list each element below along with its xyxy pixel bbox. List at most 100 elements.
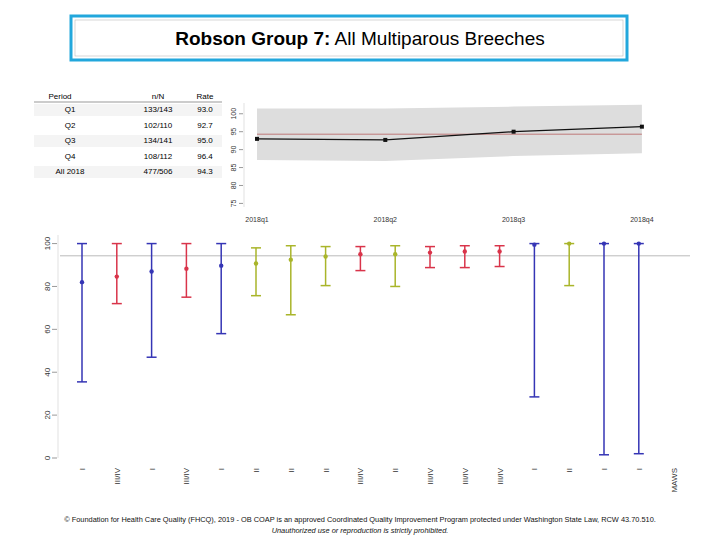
error-bar — [499, 246, 501, 267]
y-axis — [244, 103, 245, 207]
table-cell: 133/143 — [144, 105, 173, 114]
error-cap-high — [112, 243, 122, 245]
y-tick-label: 75 — [230, 199, 237, 207]
table-stripe — [34, 135, 222, 147]
title-rest: All Multiparous Breeches — [330, 28, 544, 49]
error-bar — [429, 247, 431, 268]
error-cap-low — [390, 286, 400, 288]
x-tick-label: II — [287, 468, 296, 472]
error-cap-high — [321, 246, 331, 248]
point — [463, 249, 467, 253]
point — [428, 250, 432, 254]
y-tick-label: 100 — [230, 108, 237, 120]
x-tick-label: I — [530, 468, 539, 470]
point — [184, 266, 188, 270]
table-cell: 102/110 — [144, 121, 173, 130]
x-tick-label: III/IV — [461, 467, 470, 484]
error-cap-low — [216, 333, 226, 335]
error-cap-low — [147, 356, 157, 358]
error-bar — [255, 248, 257, 296]
error-bar — [325, 247, 327, 286]
error-cap-low — [634, 453, 644, 455]
error-bar — [116, 244, 118, 304]
error-bar — [360, 247, 362, 271]
error-bar — [603, 244, 605, 455]
error-cap-low — [564, 285, 574, 287]
x-tick-label: 2018q2 — [374, 216, 397, 224]
y-tick — [52, 458, 57, 459]
table-cell: 93.0 — [197, 105, 213, 114]
point — [532, 242, 536, 246]
error-cap-low — [251, 295, 261, 297]
slide: Robson Group 7: All Multiparous Breeches… — [0, 0, 720, 540]
point — [393, 252, 397, 256]
trend-point — [255, 137, 259, 141]
table-cell: 96.4 — [197, 152, 213, 161]
error-cap-high — [77, 243, 87, 245]
table-cell: 92.7 — [197, 121, 213, 130]
error-bar — [638, 244, 640, 454]
table-cell: 108/112 — [144, 152, 173, 161]
trend-point — [383, 138, 387, 142]
y-tick — [239, 185, 243, 186]
trend-point — [640, 125, 644, 129]
y-tick-label: 100 — [43, 236, 52, 250]
table-cell: 95.0 — [197, 136, 213, 145]
x-tick-label: 2018q4 — [630, 216, 653, 224]
error-cap-low — [425, 267, 435, 269]
y-axis — [58, 235, 59, 458]
error-cap-low — [355, 270, 365, 272]
error-bar — [464, 246, 466, 268]
x-tick-label: MAWS — [670, 468, 679, 493]
table-header: n/N — [152, 92, 165, 101]
table-cell: Q3 — [65, 136, 76, 145]
point — [254, 261, 258, 265]
error-cap-high — [251, 247, 261, 249]
table-cell: Q4 — [65, 152, 76, 161]
error-cap-high — [286, 245, 296, 247]
x-tick-label: I — [635, 468, 644, 470]
y-tick — [239, 167, 243, 168]
trend-point — [512, 130, 516, 134]
y-tick-label: 80 — [43, 281, 52, 290]
y-tick — [52, 329, 57, 330]
x-tick-label: I — [78, 468, 87, 470]
y-tick — [52, 415, 57, 416]
x-tick-label: I — [148, 468, 157, 470]
y-tick-label: 95 — [230, 128, 237, 136]
error-cap-low — [529, 396, 539, 398]
error-cap-low — [460, 267, 470, 269]
table-stripe — [34, 104, 222, 116]
error-bar — [151, 244, 153, 358]
y-tick-label: 20 — [43, 410, 52, 419]
error-cap-low — [495, 266, 505, 268]
table-header: Period — [48, 92, 71, 101]
error-cap-low — [321, 285, 331, 287]
x-tick-label: II — [565, 468, 574, 472]
x-tick-label: I — [217, 468, 226, 470]
error-cap-low — [77, 381, 87, 383]
x-tick-label: II — [322, 468, 331, 472]
x-tick-label: III/IV — [356, 467, 365, 484]
x-tick-label: III/IV — [113, 467, 122, 484]
error-cap-high — [390, 245, 400, 247]
table-cell: 94.3 — [197, 167, 213, 176]
point — [219, 263, 223, 267]
table-cell: All 2018 — [56, 167, 85, 176]
y-tick-label: 90 — [230, 146, 237, 154]
y-tick — [52, 286, 57, 287]
y-tick — [239, 113, 243, 114]
table-cell: 134/141 — [144, 136, 173, 145]
x-tick-label: II — [391, 468, 400, 472]
x-tick-label: III/IV — [426, 467, 435, 484]
title-box — [71, 16, 627, 60]
point — [149, 269, 153, 273]
point — [602, 241, 606, 245]
x-tick-label: 2018q3 — [502, 216, 525, 224]
x-tick-label: I — [600, 468, 609, 470]
plot-marks — [60, 241, 690, 454]
point — [358, 252, 362, 256]
y-tick — [52, 243, 57, 244]
y-tick-label: 80 — [230, 181, 237, 189]
title: Robson Group 7: All Multiparous Breeches — [175, 28, 545, 49]
